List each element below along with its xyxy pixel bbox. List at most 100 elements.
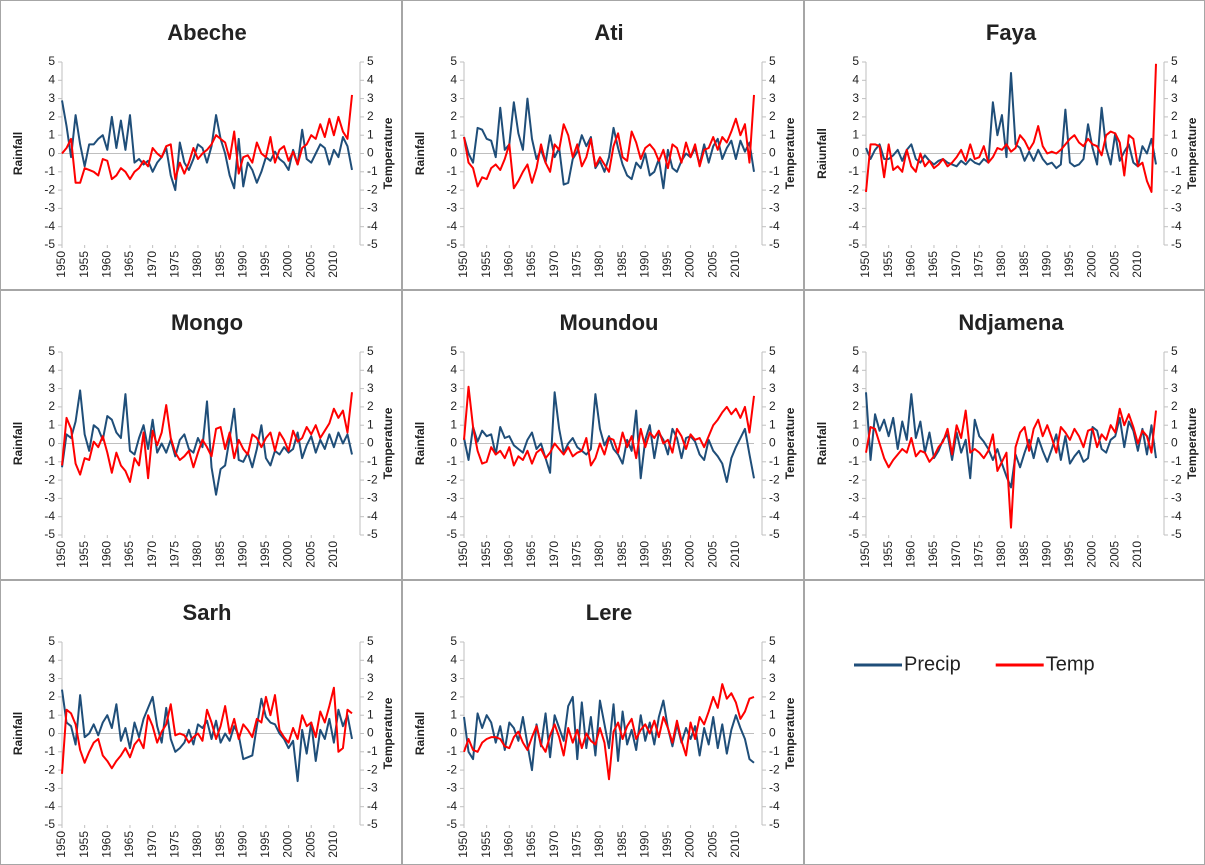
y-tick-label: -1 [848,164,859,178]
x-tick-label: 2000 [281,541,295,568]
series-line [61,689,353,783]
x-tick-label: 1965 [524,251,538,278]
y-axis-title: Rainfall [11,422,25,465]
x-tick-label: 1970 [949,251,963,278]
chart-title: Faya [986,20,1037,45]
y2-axis-title: Temperature [783,407,797,479]
y2-tick-label: 2 [769,399,776,413]
y2-tick-label: -3 [769,781,780,795]
y-axis-title: Rainfall [413,132,427,175]
y2-tick-label: 2 [769,109,776,123]
y2-tick-label: -4 [769,219,780,233]
y-axis-title: Rainfall [11,132,25,175]
y2-tick-label: -5 [367,817,378,831]
x-tick-label: 1965 [524,831,538,858]
x-tick-label: 2010 [326,541,340,568]
y2-tick-label: 4 [1171,72,1178,86]
x-tick-label: 1990 [1039,251,1053,278]
y-tick-label: 0 [450,436,457,450]
y2-tick-label: -1 [367,164,378,178]
y-tick-label: -1 [44,454,55,468]
chart-title: Sarh [183,600,232,625]
y-tick-label: -5 [848,527,859,541]
x-tick-label: 1995 [1062,541,1076,568]
x-tick-label: 1955 [479,541,493,568]
panel-border [0,0,402,290]
x-tick-label: 2005 [1107,251,1121,278]
series-line [61,392,353,483]
y2-tick-label: -5 [769,237,780,251]
x-tick-label: 2005 [303,541,317,568]
y-tick-label: 3 [450,91,457,105]
y2-tick-label: -4 [367,799,378,813]
x-tick-label: 1990 [235,541,249,568]
y2-tick-label: -5 [367,237,378,251]
x-tick-label: 1970 [547,251,561,278]
x-tick-label: 1980 [994,541,1008,568]
y2-tick-label: -5 [769,527,780,541]
y-tick-label: 0 [48,146,55,160]
y-tick-label: -5 [446,237,457,251]
series-line [61,389,353,496]
x-tick-label: 1960 [903,251,917,278]
y-tick-label: 5 [48,344,55,358]
y-tick-label: -3 [446,491,457,505]
x-tick-label: 1980 [592,251,606,278]
y-tick-label: 0 [852,146,859,160]
y-tick-label: -4 [44,219,55,233]
series-line [61,686,353,774]
x-tick-label: 2000 [1085,541,1099,568]
y2-tick-label: -3 [367,781,378,795]
y-tick-label: -5 [446,817,457,831]
series-line [865,407,1157,529]
x-tick-label: 1965 [122,541,136,568]
y2-tick-label: 2 [367,109,374,123]
y-axis-title: Rainfall [11,712,25,755]
y2-tick-label: 1 [769,707,776,721]
x-tick-label: 1970 [949,541,963,568]
x-tick-label: 2000 [281,831,295,858]
y2-tick-label: -2 [1171,472,1182,486]
series-line [865,63,1157,193]
y-tick-label: 1 [450,417,457,431]
y-tick-label: -2 [44,472,55,486]
x-tick-label: 1950 [858,541,872,568]
chart-title: Lere [586,600,632,625]
y2-tick-label: 2 [769,689,776,703]
y-tick-label: 4 [450,652,457,666]
y-tick-label: -5 [44,817,55,831]
y-axis-title: Raiunfall [815,128,829,179]
series-line [463,94,755,190]
y-tick-label: 1 [450,127,457,141]
x-tick-label: 1985 [1017,251,1031,278]
y2-tick-label: -1 [367,744,378,758]
y2-axis-title: Temperature [783,697,797,769]
chart-title: Ati [594,20,623,45]
series-line [865,71,1157,170]
y-tick-label: 0 [852,436,859,450]
y2-tick-label: 2 [1171,399,1178,413]
x-tick-label: 2000 [281,251,295,278]
x-tick-label: 1955 [881,541,895,568]
x-tick-label: 1990 [235,251,249,278]
x-tick-label: 1970 [547,831,561,858]
y-tick-label: -3 [44,201,55,215]
x-tick-label: 1995 [258,541,272,568]
y-tick-label: 2 [450,689,457,703]
series-line [463,683,755,781]
y-tick-label: -1 [446,164,457,178]
y-tick-label: 4 [450,362,457,376]
y2-tick-label: 5 [769,344,776,358]
chart-title: Moundou [560,310,659,335]
x-tick-label: 1975 [167,251,181,278]
y-axis-title: Rainfall [413,422,427,465]
y2-tick-label: 0 [367,726,374,740]
y2-axis-title: Temperature [381,697,395,769]
x-tick-label: 1955 [881,251,895,278]
y2-axis-title: Temperature [1185,407,1199,479]
series-line [463,695,755,772]
y2-tick-label: 0 [769,726,776,740]
y-tick-label: -2 [44,762,55,776]
y-tick-label: 3 [450,671,457,685]
